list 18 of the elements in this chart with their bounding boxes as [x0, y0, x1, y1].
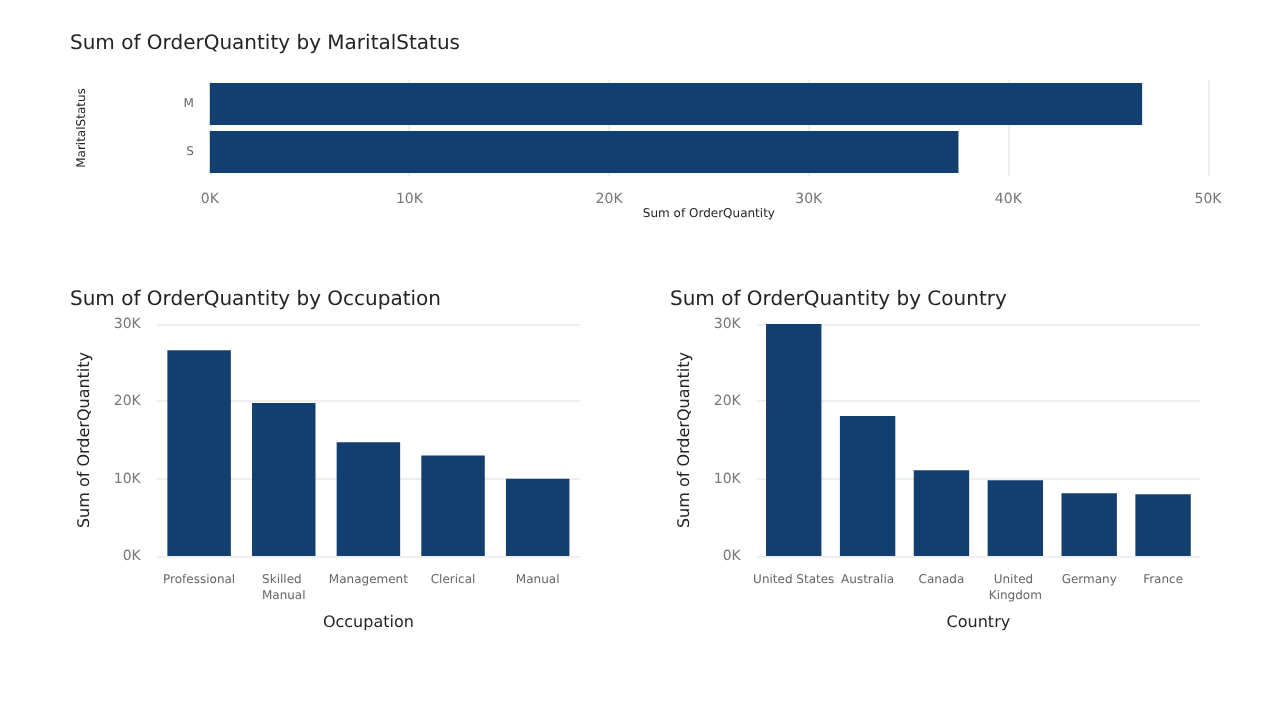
- y-axis-title: Sum of OrderQuantity: [675, 351, 693, 529]
- bar: [421, 455, 485, 556]
- bar: [336, 442, 401, 556]
- x-axis-title: Country: [946, 612, 1011, 631]
- chart-title: Sum of OrderQuantity by MaritalStatus: [70, 33, 461, 55]
- bar: [252, 402, 316, 556]
- bar: [766, 324, 822, 556]
- bar: [913, 470, 970, 556]
- bar: [1061, 493, 1117, 556]
- bar: [987, 480, 1044, 556]
- bar: [1135, 494, 1191, 556]
- chart-title: Sum of OrderQuantity by Occupation: [70, 289, 442, 311]
- bar: [167, 350, 231, 556]
- y-axis-title: Sum of OrderQuantity: [75, 351, 93, 529]
- x-axis-title: Occupation: [322, 612, 414, 631]
- chart-title: Sum of OrderQuantity by Country: [670, 289, 1007, 311]
- bar: [505, 478, 570, 556]
- bar: [839, 416, 896, 556]
